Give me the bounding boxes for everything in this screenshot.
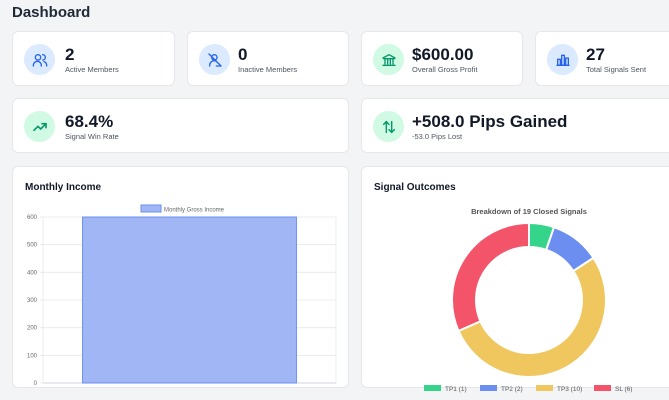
inactive-members-label: Inactive Members (238, 65, 298, 74)
monthly-income-title: Monthly Income (25, 182, 102, 193)
gross-profit-label: Overall Gross Profit (412, 65, 478, 74)
y-tick-label: 0 (34, 381, 38, 387)
y-tick-label: 300 (27, 298, 38, 304)
legend-label-monthly-gross-income: Monthly Gross Income (164, 208, 225, 214)
win-rate-value: 68.4% (65, 112, 114, 131)
inactive-members-value: 0 (238, 45, 248, 64)
y-tick-label: 400 (27, 270, 38, 276)
win-rate-label: Signal Win Rate (65, 132, 119, 141)
user-off-icon (199, 44, 230, 75)
bar-chart-icon (547, 44, 578, 75)
bank-icon (373, 44, 404, 75)
slice-tp3 (457, 256, 607, 378)
gross-profit-value: $600.00 (412, 45, 474, 64)
stat-card-inactive-members: 0 Inactive Members (187, 31, 349, 86)
users-icon (24, 44, 55, 75)
active-members-label: Active Members (65, 65, 119, 74)
legend-swatch-tp3 (536, 385, 553, 391)
bar-oct-25 (82, 216, 297, 384)
legend-swatch-monthly-gross-income (140, 204, 162, 213)
legend-swatch-sl (594, 385, 611, 391)
active-members-value: 2 (65, 45, 75, 64)
legend-label-sl: SL (6) (615, 386, 632, 393)
trending-up-icon (24, 111, 55, 142)
legend-label-tp2: TP2 (2) (501, 386, 523, 393)
pips-gained-value: +508.0 Pips Gained (412, 112, 568, 131)
stat-card-active-members: 2 Active Members (12, 31, 175, 86)
total-signals-label: Total Signals Sent (586, 65, 647, 74)
monthly-income-chart: Monthly Gross Income0100200300400500600O… (27, 204, 337, 387)
page-title: Dashboard (12, 4, 91, 21)
chart-title: Breakdown of 19 Closed Signals (471, 207, 587, 216)
legend-swatch-tp2 (480, 385, 497, 391)
legend-label-tp1: TP1 (1) (445, 386, 467, 393)
y-tick-label: 500 (27, 243, 38, 249)
slice-sl (451, 221, 530, 333)
signal-outcomes-chart: Breakdown of 19 Closed Signals TP1 (1) TP2… (424, 207, 632, 393)
legend-swatch-tp1 (424, 385, 441, 391)
total-signals-value: 27 (586, 45, 605, 64)
signal-outcomes-card: Signal Outcomes Breakdown of 19 Closed S… (361, 166, 669, 393)
signal-outcomes-title: Signal Outcomes (374, 182, 456, 193)
monthly-income-card: Monthly Income Monthly Gross Income 0 100 2… (12, 166, 349, 388)
y-tick-label: 100 (27, 353, 38, 359)
pips-lost-label: -53.0 Pips Lost (412, 132, 463, 141)
stat-card-gross-profit: $600.00 Overall Gross Profit (361, 31, 523, 86)
legend-label-tp3: TP3 (10) (557, 386, 582, 393)
stat-card-win-rate: 68.4% Signal Win Rate (12, 98, 349, 153)
y-tick-label: 600 (27, 215, 38, 221)
arrows-up-down-icon (373, 111, 404, 142)
y-tick-label: 200 (27, 326, 38, 332)
stat-card-total-signals: 27 Total Signals Sent (535, 31, 669, 86)
stat-card-pips: +508.0 Pips Gained -53.0 Pips Lost (361, 98, 669, 153)
